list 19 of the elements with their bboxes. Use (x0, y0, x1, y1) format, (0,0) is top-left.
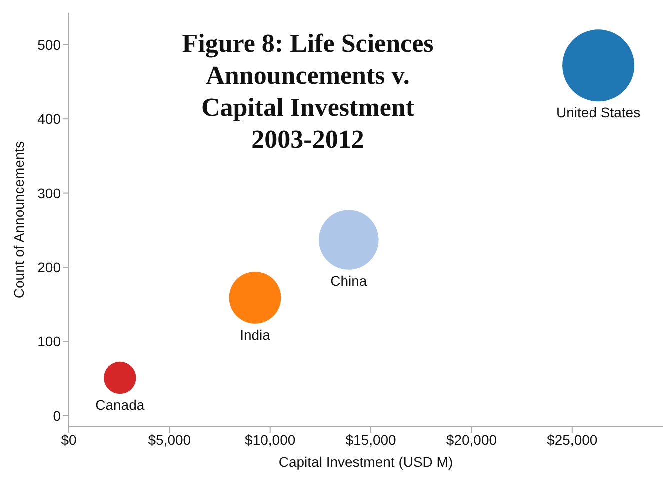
x-tick-label: $5,000 (148, 432, 192, 448)
x-tick-label: $0 (61, 432, 77, 448)
y-tick-label: 0 (53, 408, 62, 424)
y-tick-label: 300 (38, 185, 62, 202)
x-tick-label: $20,000 (446, 432, 498, 448)
x-tick-label: $15,000 (346, 432, 397, 448)
y-tick-label: 500 (38, 36, 62, 53)
x-tick-label: $10,000 (245, 432, 296, 448)
y-axis-title: Count of Announcements (10, 141, 27, 299)
series-label: United States (556, 104, 641, 121)
series-label: Canada (96, 397, 145, 414)
x-axis-title: Capital Investment (USD M) (278, 454, 454, 470)
series-label: China (330, 272, 368, 289)
y-tick-label: 100 (38, 334, 62, 350)
text: Figure 8: Life Sciences Announcements v. Capital Investment 2003-2012 (181, 28, 435, 156)
series-label: India (240, 326, 271, 343)
x-tick-label: $25,000 (547, 432, 598, 448)
y-tick-label: 400 (38, 111, 62, 128)
y-tick-label: 200 (38, 259, 62, 276)
